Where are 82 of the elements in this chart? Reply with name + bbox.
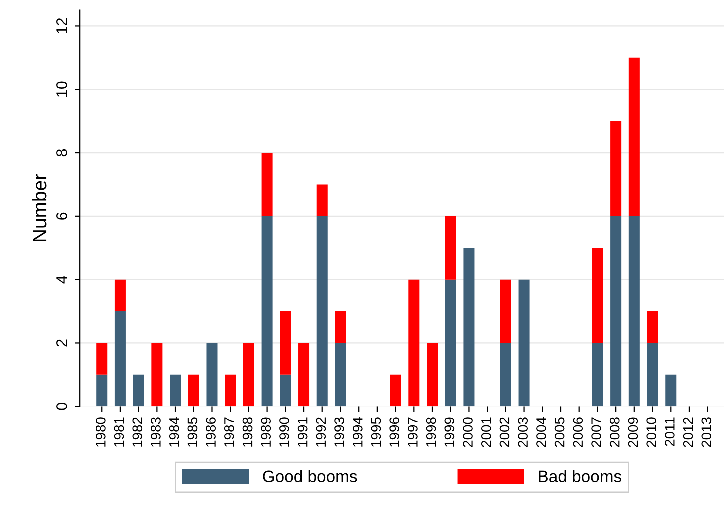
legend-label: Good booms (263, 470, 358, 483)
y-tick-label: 12 (56, 18, 68, 34)
bar (280, 374, 292, 407)
y-axis-title: Number (32, 174, 47, 242)
bar (647, 312, 658, 344)
x-tick-label: 1998 (426, 418, 436, 447)
bar (243, 343, 254, 407)
bar (335, 343, 346, 407)
x-tick-label: 2003 (518, 418, 528, 448)
bar (114, 280, 126, 312)
x-tick-label: 1993 (334, 418, 344, 447)
bar (152, 343, 163, 407)
x-tick-label: 1985 (188, 418, 198, 447)
x-tick-label: 1981 (114, 418, 124, 447)
x-tick-label: 2008 (610, 418, 620, 448)
bar (427, 343, 438, 407)
x-tick-label: 2011 (665, 418, 675, 446)
bar (592, 343, 604, 407)
x-tick-label: 1984 (169, 417, 180, 447)
x-tick-label: 1982 (132, 418, 143, 447)
x-tick-label: 2012 (683, 418, 694, 448)
y-tick-label: 6 (56, 212, 68, 220)
bar (225, 374, 236, 407)
x-tick-label: 1983 (151, 418, 161, 447)
bar (316, 216, 328, 407)
bar (610, 121, 622, 216)
x-tick-label: 2010 (646, 418, 656, 448)
y-tick-label: 10 (56, 82, 68, 97)
bar (628, 216, 640, 407)
bar (518, 280, 530, 407)
x-tick-label: 1996 (390, 418, 400, 447)
x-tick-label: 1994 (352, 417, 363, 447)
x-tick-label: 1980 (96, 418, 106, 447)
bar (445, 280, 456, 407)
bar (445, 216, 456, 280)
x-tick-label: 1990 (280, 418, 290, 447)
bar (298, 343, 310, 407)
y-tick-label: 8 (56, 149, 68, 157)
bar (262, 153, 273, 216)
bar (170, 374, 182, 407)
bar (335, 312, 346, 344)
bar (114, 312, 126, 407)
x-tick-label: 2004 (536, 417, 546, 448)
bar (500, 280, 512, 344)
x-tick-label: 2009 (628, 418, 638, 448)
bar (316, 184, 328, 216)
bar (666, 374, 677, 407)
x-tick-label: 1997 (408, 418, 418, 447)
x-tick-label: 2013 (702, 418, 712, 448)
bar (390, 374, 402, 407)
x-tick-label: 2007 (592, 418, 602, 448)
x-tick-label: 2006 (573, 418, 584, 448)
bar (133, 374, 144, 407)
x-tick-label: 1988 (242, 418, 253, 447)
x-tick-label: 1987 (224, 418, 234, 447)
y-tick-label: 2 (56, 340, 68, 347)
bar (280, 312, 292, 375)
x-tick-label: 1999 (444, 418, 455, 447)
bar (96, 374, 108, 407)
x-tick-label: 2002 (500, 418, 510, 448)
x-tick-label: 1986 (206, 418, 216, 447)
legend-label: Bad booms (539, 470, 622, 483)
bar (188, 374, 200, 407)
y-tick-label: 4 (56, 276, 68, 284)
bar (500, 343, 512, 407)
x-tick-label: 2000 (463, 418, 473, 448)
x-tick-label: 2005 (554, 418, 565, 448)
x-tick-label: 1992 (316, 418, 326, 447)
bar (610, 216, 622, 407)
x-tick-label: 2001 (481, 418, 492, 448)
bar (262, 216, 273, 407)
bar (628, 58, 640, 216)
bar (206, 343, 218, 407)
bar (464, 248, 475, 407)
y-tick-label: 0 (56, 402, 68, 410)
bar (96, 343, 108, 375)
bar (408, 280, 420, 407)
bar (592, 248, 604, 344)
x-tick-label: 1995 (371, 418, 382, 447)
bar (647, 343, 658, 407)
x-tick-label: 1991 (298, 418, 308, 447)
x-tick-label: 1989 (261, 418, 272, 447)
